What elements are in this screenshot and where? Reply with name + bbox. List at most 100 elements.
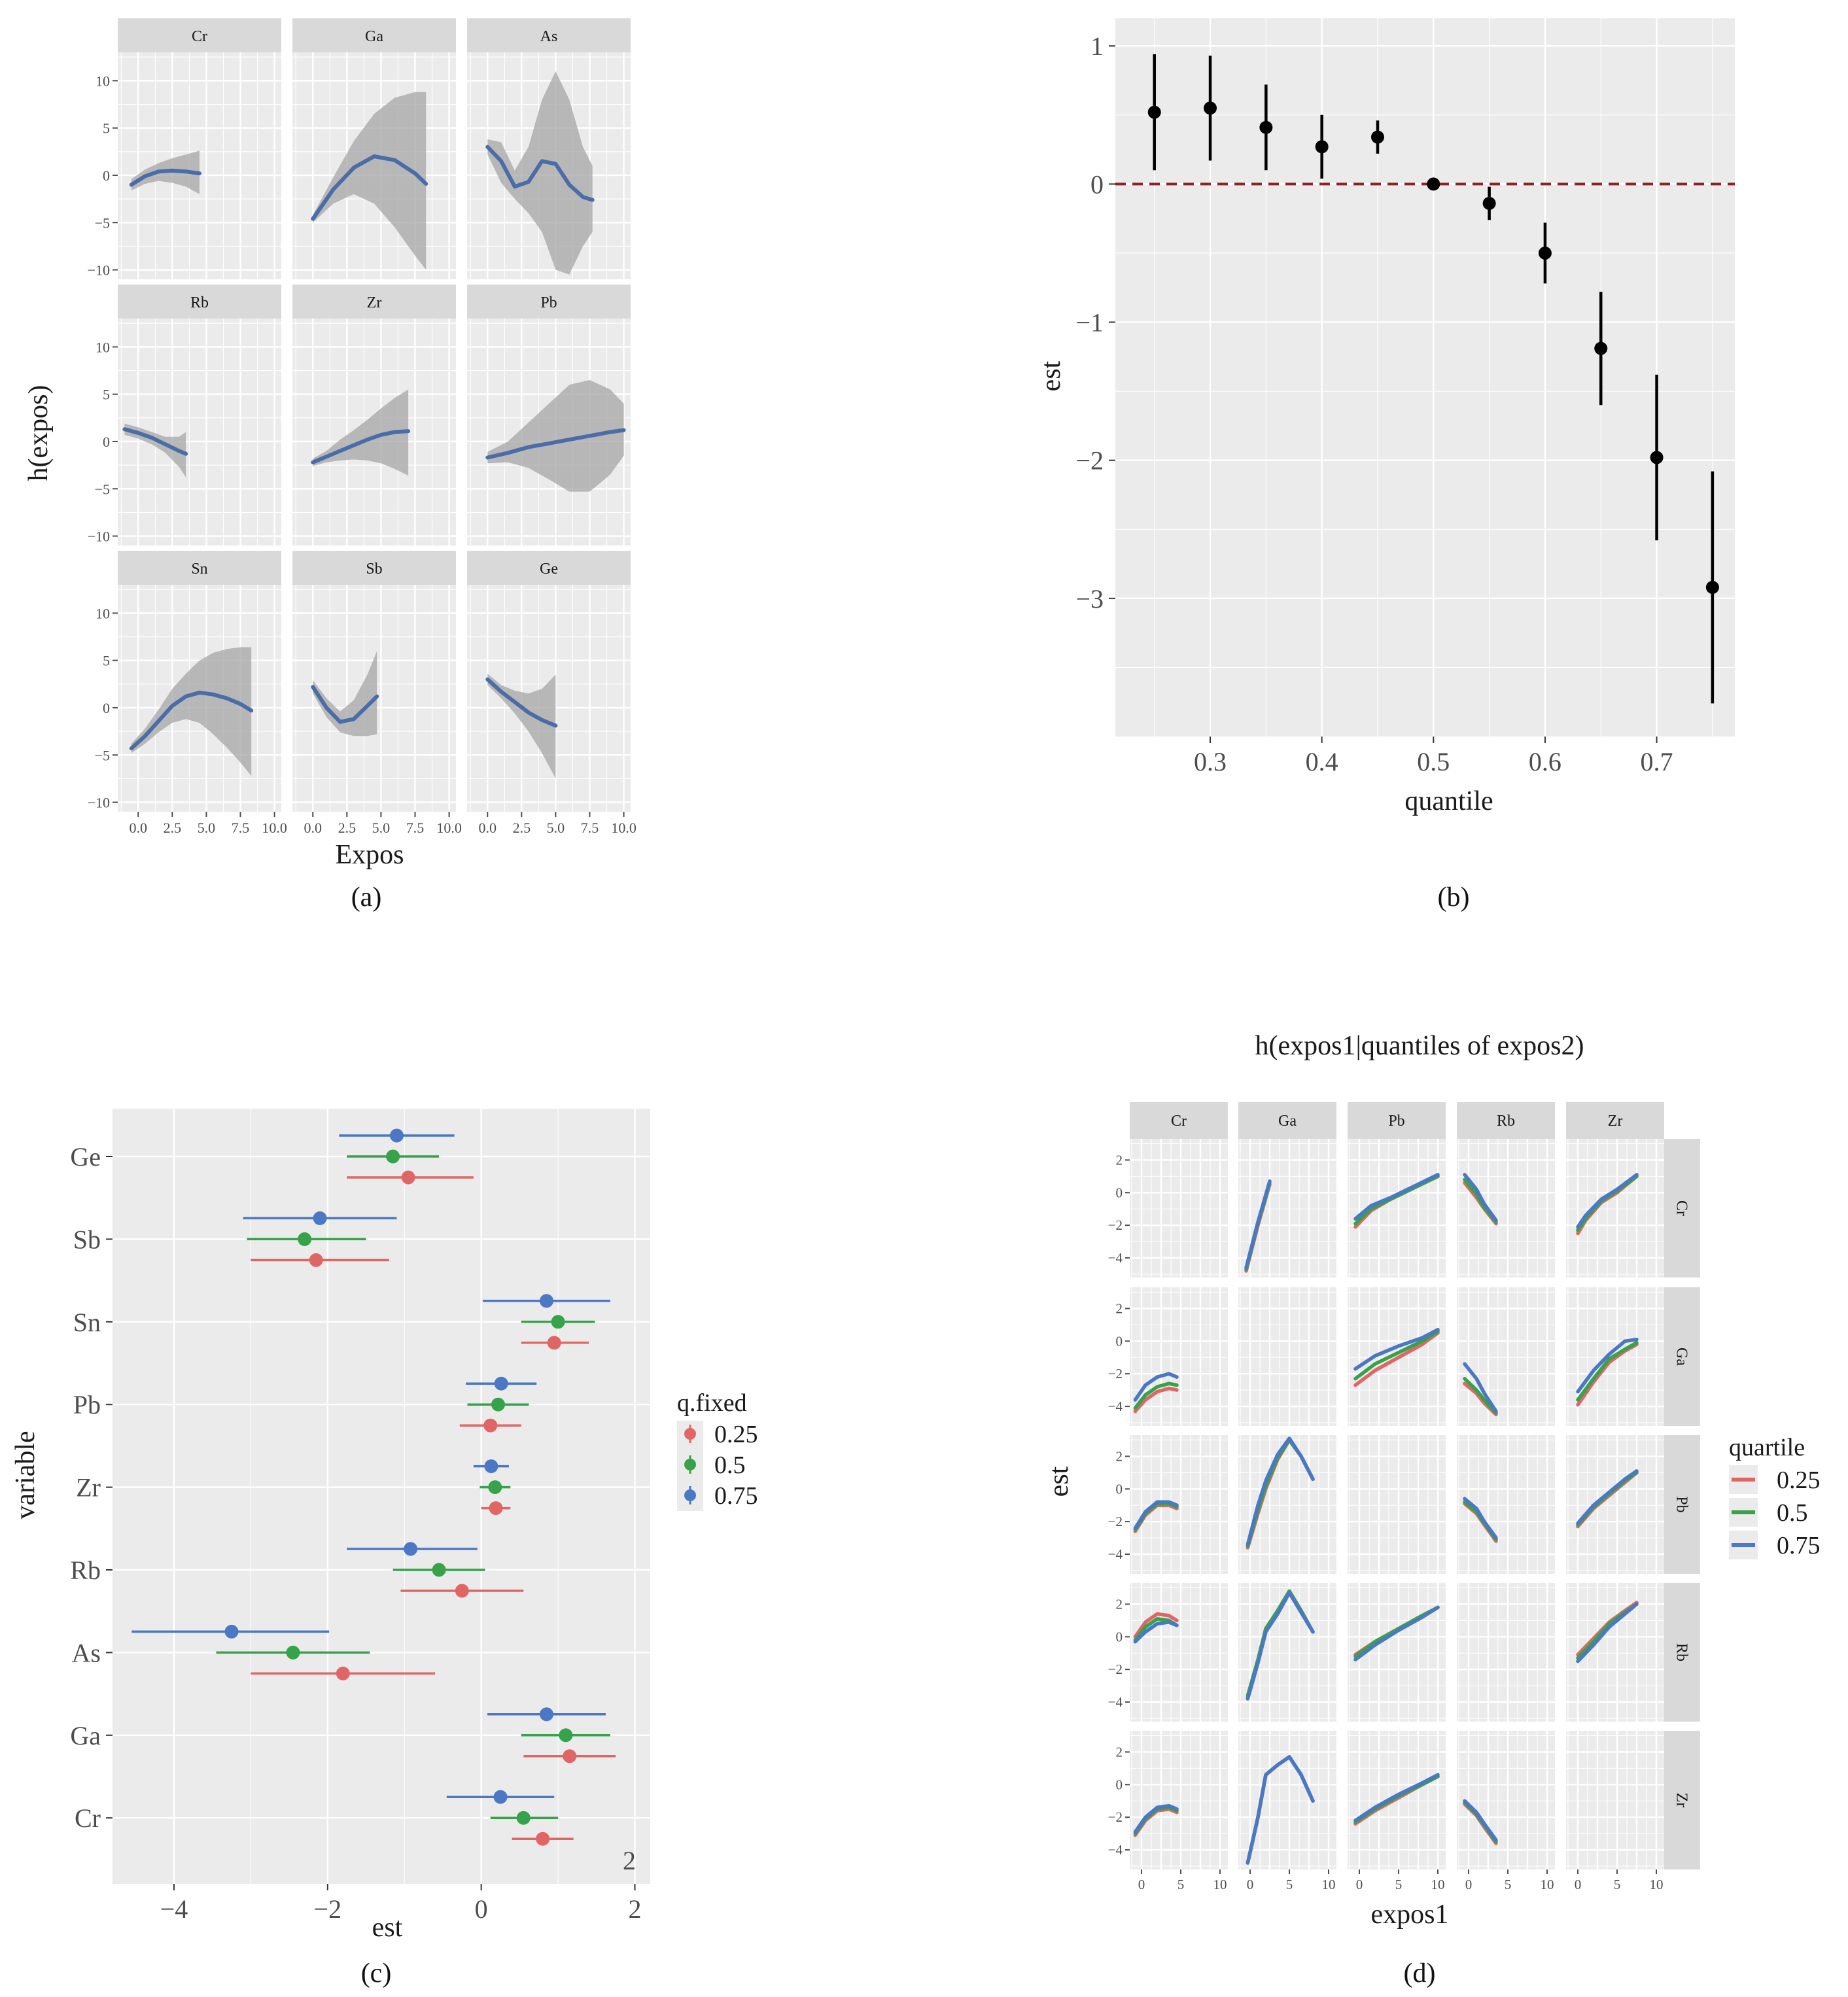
facet-cell <box>1457 1583 1555 1722</box>
col-strip-label: Rb <box>1497 1113 1515 1130</box>
facet-curves-r3-c4 <box>1576 1601 1639 1663</box>
facet-cell: −4 −2 0 2 <box>1108 1139 1228 1277</box>
y-tick-label: −2 <box>1108 1661 1123 1677</box>
facet-cell <box>1238 1287 1336 1426</box>
y-tick-label: −1 <box>1075 308 1104 338</box>
facet-panel <box>1348 1435 1446 1574</box>
x-tick-label: 5 <box>1395 1877 1403 1892</box>
x-tick-label: 0.7 <box>1641 747 1673 776</box>
confidence-band <box>487 380 624 492</box>
x-tick-label: 10 <box>1322 1877 1336 1892</box>
estimate-point <box>559 1728 573 1743</box>
estimate-point <box>1650 451 1664 464</box>
facet-strip <box>292 551 456 585</box>
col-strip <box>1130 1102 1228 1139</box>
col-strip <box>1457 1102 1555 1139</box>
y-tick-label: −2 <box>1108 1366 1123 1381</box>
facet-grid <box>292 319 456 546</box>
facet-grid <box>292 585 456 812</box>
estimate-point <box>1370 130 1384 144</box>
y-tick-label: 5 <box>103 653 110 669</box>
x-tick-label: 2 <box>629 1894 642 1924</box>
smooth-curve <box>485 428 626 460</box>
facet-cell <box>1238 1583 1336 1722</box>
estimate-point <box>336 1666 350 1680</box>
facet-strip-label: Sb <box>366 561 382 578</box>
facet-curves-r0-c1 <box>1244 1179 1272 1273</box>
panel-c-legend-title: q.fixed <box>677 1389 747 1417</box>
quartile-curve-0.5 <box>1576 1341 1639 1402</box>
y-tick-label: 0 <box>1116 1185 1123 1200</box>
row-strip <box>1664 1731 1700 1869</box>
facet-strip <box>467 551 631 585</box>
x-tick-label: 2.5 <box>164 820 182 836</box>
x-tick-label: 10 <box>1213 1877 1227 1892</box>
facet-grid <box>118 52 281 279</box>
row-strip <box>1664 1583 1700 1722</box>
estimate-point <box>455 1584 469 1598</box>
estimate-point <box>539 1707 553 1722</box>
estimate-point <box>1594 341 1608 355</box>
facet-strip <box>467 18 631 52</box>
estimate-point <box>494 1376 508 1391</box>
x-tick-label: 0 <box>1138 1877 1145 1892</box>
panel-c-xlabel: est <box>372 1913 403 1943</box>
quartile-curve-0.5 <box>1463 1376 1498 1415</box>
facet-cell <box>1348 1435 1446 1574</box>
facet-grid <box>1130 1139 1228 1277</box>
panel-c-ylabel: variable <box>10 1431 41 1519</box>
facet-pb: Pb <box>467 285 631 546</box>
x-tick-label: 5 <box>1614 1877 1621 1892</box>
col-strip <box>1238 1102 1336 1139</box>
legend-label: 0.75 <box>714 1482 758 1510</box>
x-tick-label: 7.5 <box>581 820 599 836</box>
facet-curves-r0-c4 <box>1576 1173 1639 1236</box>
col-strip-label: Pb <box>1388 1113 1404 1130</box>
facet-strip-label: Pb <box>540 294 557 311</box>
quartile-curve-0.75 <box>1353 1328 1440 1371</box>
panel-b-quantile-plot: est quantile (b) −3 −2 −1 0 1 0.3 0.4 0.5 0.6 0.7 <box>1036 18 1735 912</box>
y-tick-label: 5 <box>103 120 110 137</box>
facet-cell: −4 −2 0 2 0 5 10 <box>1108 1731 1228 1892</box>
facet-grid <box>1238 1731 1336 1869</box>
row-strip-label: Cr <box>1673 1200 1690 1216</box>
row-strip-label: Rb <box>1673 1643 1690 1661</box>
x-tick-label: 0.3 <box>1194 747 1227 776</box>
y-tick-label: −2 <box>1108 1217 1123 1233</box>
quartile-curve-0.75 <box>1463 1497 1498 1540</box>
quartile-curve-0.25 <box>1353 1331 1440 1387</box>
quartile-curve-0.75 <box>1576 1173 1639 1229</box>
facet-grid <box>1566 1583 1664 1722</box>
estimate-point <box>389 1128 404 1143</box>
facet-grid <box>1348 1139 1446 1277</box>
facet-rb: Rb −10 −5 0 5 10 <box>88 285 281 546</box>
col-strip <box>1348 1102 1446 1139</box>
facet-curves-r1-c0 <box>1133 1372 1179 1414</box>
estimate-point <box>404 1542 418 1556</box>
quartile-curve-0.75 <box>1133 1372 1179 1402</box>
confidence-band <box>487 673 556 779</box>
panel-d-caption: (d) <box>1404 1958 1436 1988</box>
estimate-point <box>286 1645 300 1659</box>
facet-grid <box>1457 1435 1555 1574</box>
facet-strip <box>292 285 456 319</box>
x-tick-label: −2 <box>314 1894 342 1924</box>
facet-cell: 0 5 10 <box>1238 1731 1336 1892</box>
facet-cell <box>1348 1583 1446 1722</box>
facet-panel <box>1238 1731 1336 1869</box>
y-tick-label: 2 <box>1116 1744 1123 1760</box>
smooth-curve <box>311 429 411 464</box>
facet-panel <box>1457 1731 1555 1869</box>
x-tick-label: 0.0 <box>479 820 497 836</box>
facet-strip <box>118 18 281 52</box>
facet-grid <box>1566 1287 1664 1426</box>
panel-d-xlabel: expos1 <box>1371 1900 1449 1930</box>
y-tick-label: 2 <box>1116 1596 1123 1612</box>
facet-cell <box>1566 1287 1664 1426</box>
facet-cell <box>1457 1139 1555 1277</box>
smooth-curve <box>129 168 201 187</box>
quartile-curve-0.75 <box>1246 1436 1315 1546</box>
estimate-point <box>551 1315 565 1329</box>
panel-a-facet-plot: h(expos) Expos (a) Cr −10 −5 0 5 10 Ga As Rb −10 −… <box>24 18 636 912</box>
confidence-band <box>131 647 252 776</box>
